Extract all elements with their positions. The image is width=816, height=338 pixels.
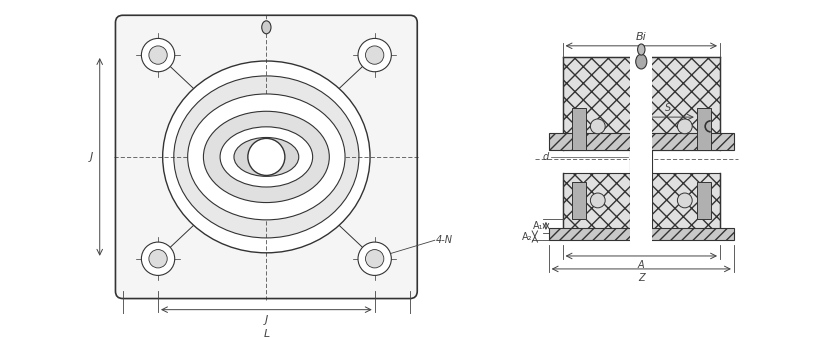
Text: 4-N: 4-N xyxy=(436,235,453,245)
Ellipse shape xyxy=(162,61,370,253)
Text: L: L xyxy=(264,329,269,338)
Ellipse shape xyxy=(637,44,645,55)
Ellipse shape xyxy=(262,21,271,34)
Circle shape xyxy=(590,119,605,134)
Circle shape xyxy=(677,193,692,208)
Ellipse shape xyxy=(203,111,330,202)
Text: J: J xyxy=(264,315,268,325)
Text: A₁: A₁ xyxy=(533,221,543,231)
Bar xyxy=(697,182,711,219)
Ellipse shape xyxy=(188,94,345,220)
Bar xyxy=(562,57,720,149)
Ellipse shape xyxy=(141,39,175,72)
Bar xyxy=(548,133,734,149)
Ellipse shape xyxy=(149,249,167,268)
Ellipse shape xyxy=(366,46,384,64)
Text: S: S xyxy=(665,103,672,114)
Ellipse shape xyxy=(174,76,359,238)
Ellipse shape xyxy=(358,242,392,275)
FancyBboxPatch shape xyxy=(116,15,417,298)
Text: A₂: A₂ xyxy=(521,232,532,242)
Bar xyxy=(697,108,711,149)
Ellipse shape xyxy=(358,39,392,72)
Circle shape xyxy=(677,119,692,134)
Text: J: J xyxy=(90,152,93,162)
Bar xyxy=(572,108,586,149)
Ellipse shape xyxy=(366,249,384,268)
Ellipse shape xyxy=(220,127,313,187)
Ellipse shape xyxy=(636,54,647,69)
Ellipse shape xyxy=(248,138,285,175)
Ellipse shape xyxy=(234,138,299,176)
Bar xyxy=(572,182,586,219)
Text: d: d xyxy=(543,152,548,162)
Bar xyxy=(548,228,734,240)
Text: Bi: Bi xyxy=(636,32,646,42)
Bar xyxy=(630,48,653,242)
Circle shape xyxy=(590,193,605,208)
Ellipse shape xyxy=(141,242,175,275)
Text: Z: Z xyxy=(638,273,645,283)
Ellipse shape xyxy=(149,46,167,64)
Text: A: A xyxy=(638,260,645,270)
Bar xyxy=(562,173,720,233)
